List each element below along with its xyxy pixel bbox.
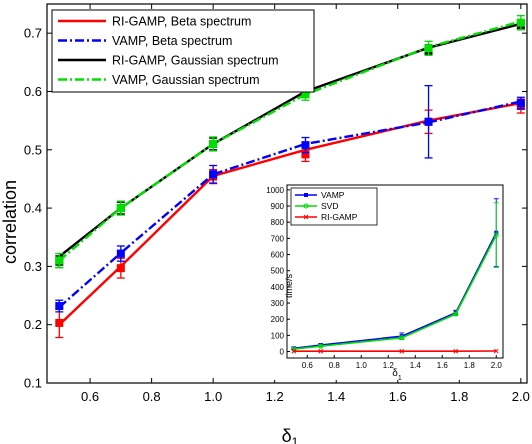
inset-y-tick-label: 700 xyxy=(271,234,285,243)
legend-label: RI-GAMP, Beta spectrum xyxy=(112,15,251,29)
inset-y-tick-label: 0 xyxy=(280,348,285,357)
data-point xyxy=(424,117,433,126)
main-y-tick-label: 0.4 xyxy=(24,201,42,216)
series-line xyxy=(58,20,522,262)
data-point xyxy=(116,264,125,273)
inset-y-tick-label: 1000 xyxy=(266,186,284,195)
data-point xyxy=(516,99,525,108)
inset-data-point xyxy=(453,311,459,317)
inset-legend-label: RI-GAMP xyxy=(321,212,358,222)
inset-x-tick-label: 0.6 xyxy=(302,361,314,370)
data-point xyxy=(301,141,310,150)
inset-series xyxy=(291,198,499,354)
series-2 xyxy=(55,84,525,313)
main-plot: 0.6 0.8 1.0 1.2 1.4 1.6 1.8 2.0 0.1 0.2 0.3 0.4 0.5 0… xyxy=(0,3,530,444)
inset-data-point xyxy=(453,348,459,354)
main-axes: 0.6 0.8 1.0 1.2 1.4 1.6 1.8 2.0 0.1 0.2 0.3 0.4 0.5 0… xyxy=(24,3,530,404)
inset-x-tick-label: 1.6 xyxy=(437,361,449,370)
main-plot-frame xyxy=(46,3,528,384)
inset-legend-marker xyxy=(304,193,308,197)
data-point xyxy=(301,150,310,159)
main-x-tick-label: 1.6 xyxy=(389,389,407,404)
data-point xyxy=(116,249,125,258)
inset-x-tick-label: 1.2 xyxy=(383,361,395,370)
inset-y-axis-label: time/s xyxy=(284,274,294,299)
legend-label: VAMP, Gaussian spectrum xyxy=(112,73,260,87)
inset-data-point xyxy=(399,335,405,341)
inset-data-point xyxy=(399,348,405,354)
main-y-tick-label: 0.1 xyxy=(24,376,42,391)
main-x-tick-label: 0.8 xyxy=(143,389,161,404)
inset-x-tick-label: 0.8 xyxy=(329,361,341,370)
data-point xyxy=(55,302,64,311)
inset-data-point xyxy=(493,348,499,354)
main-y-axis-label: correlation xyxy=(0,180,20,264)
series-4 xyxy=(55,15,525,269)
inset-y-tick-label: 900 xyxy=(271,202,285,211)
inset-data-point xyxy=(318,343,324,349)
data-point xyxy=(209,170,218,179)
data-point xyxy=(55,256,64,265)
inset-y-tick-label: 600 xyxy=(271,251,285,260)
main-x-tick-label: 1.4 xyxy=(327,389,345,404)
series-line xyxy=(58,100,522,309)
main-x-tick-label: 1.2 xyxy=(266,389,284,404)
main-series xyxy=(55,15,525,339)
inset-plot-frame xyxy=(286,184,504,359)
legend-label: VAMP, Beta spectrum xyxy=(112,34,232,48)
main-x-axis-label: δ1 xyxy=(282,426,299,444)
inset-y-tick-label: 400 xyxy=(271,283,285,292)
main-y-tick-label: 0.6 xyxy=(24,84,42,99)
main-x-tick-label: 1.0 xyxy=(204,389,222,404)
data-point xyxy=(301,90,310,99)
data-point xyxy=(55,318,64,327)
data-point xyxy=(209,139,218,148)
inset-x-tick-label: 2.0 xyxy=(491,361,503,370)
data-point xyxy=(516,18,525,27)
main-y-tick-label: 0.2 xyxy=(24,317,42,332)
main-x-tick-label: 0.6 xyxy=(81,389,99,404)
main-y-tick-label: 0.7 xyxy=(24,26,42,41)
inset-y-tick-label: 500 xyxy=(271,267,285,276)
inset-x-axis-label: δ1 xyxy=(392,368,402,382)
inset-legend-label: VAMP xyxy=(321,190,345,200)
inset-y-tick-label: 300 xyxy=(271,299,285,308)
inset-x-tick-label: 1.4 xyxy=(410,361,422,370)
inset-plot: 0.6 0.8 1.0 1.2 1.4 1.6 1.8 2.0 0 100 200 300 400 500… xyxy=(257,180,519,382)
inset-x-tick-label: 1.8 xyxy=(464,361,476,370)
data-point xyxy=(116,204,125,213)
data-point xyxy=(424,44,433,53)
inset-x-tick-label: 1.0 xyxy=(356,361,368,370)
inset-series-2 xyxy=(291,202,499,352)
inset-y-tick-label: 100 xyxy=(271,331,285,340)
inset-y-tick-label: 800 xyxy=(271,218,285,227)
main-y-tick-label: 0.3 xyxy=(24,259,42,274)
inset-legend-marker xyxy=(303,203,309,209)
inset-data-point xyxy=(318,348,324,354)
inset-data-point xyxy=(493,232,499,238)
main-legend: RI-GAMP, Beta spectrum VAMP, Beta spectru… xyxy=(51,9,315,93)
inset-series-3 xyxy=(291,348,499,354)
inset-y-tick-label: 200 xyxy=(271,315,285,324)
main-y-tick-label: 0.5 xyxy=(24,142,42,157)
legend-label: RI-GAMP, Gaussian spectrum xyxy=(112,54,279,68)
inset-data-point xyxy=(291,348,297,354)
series-line xyxy=(58,101,522,326)
main-x-tick-label: 1.8 xyxy=(450,389,468,404)
inset-legend-marker xyxy=(303,214,309,220)
inset-legend-label: SVD xyxy=(321,201,338,211)
main-x-tick-label: 2.0 xyxy=(512,389,530,404)
